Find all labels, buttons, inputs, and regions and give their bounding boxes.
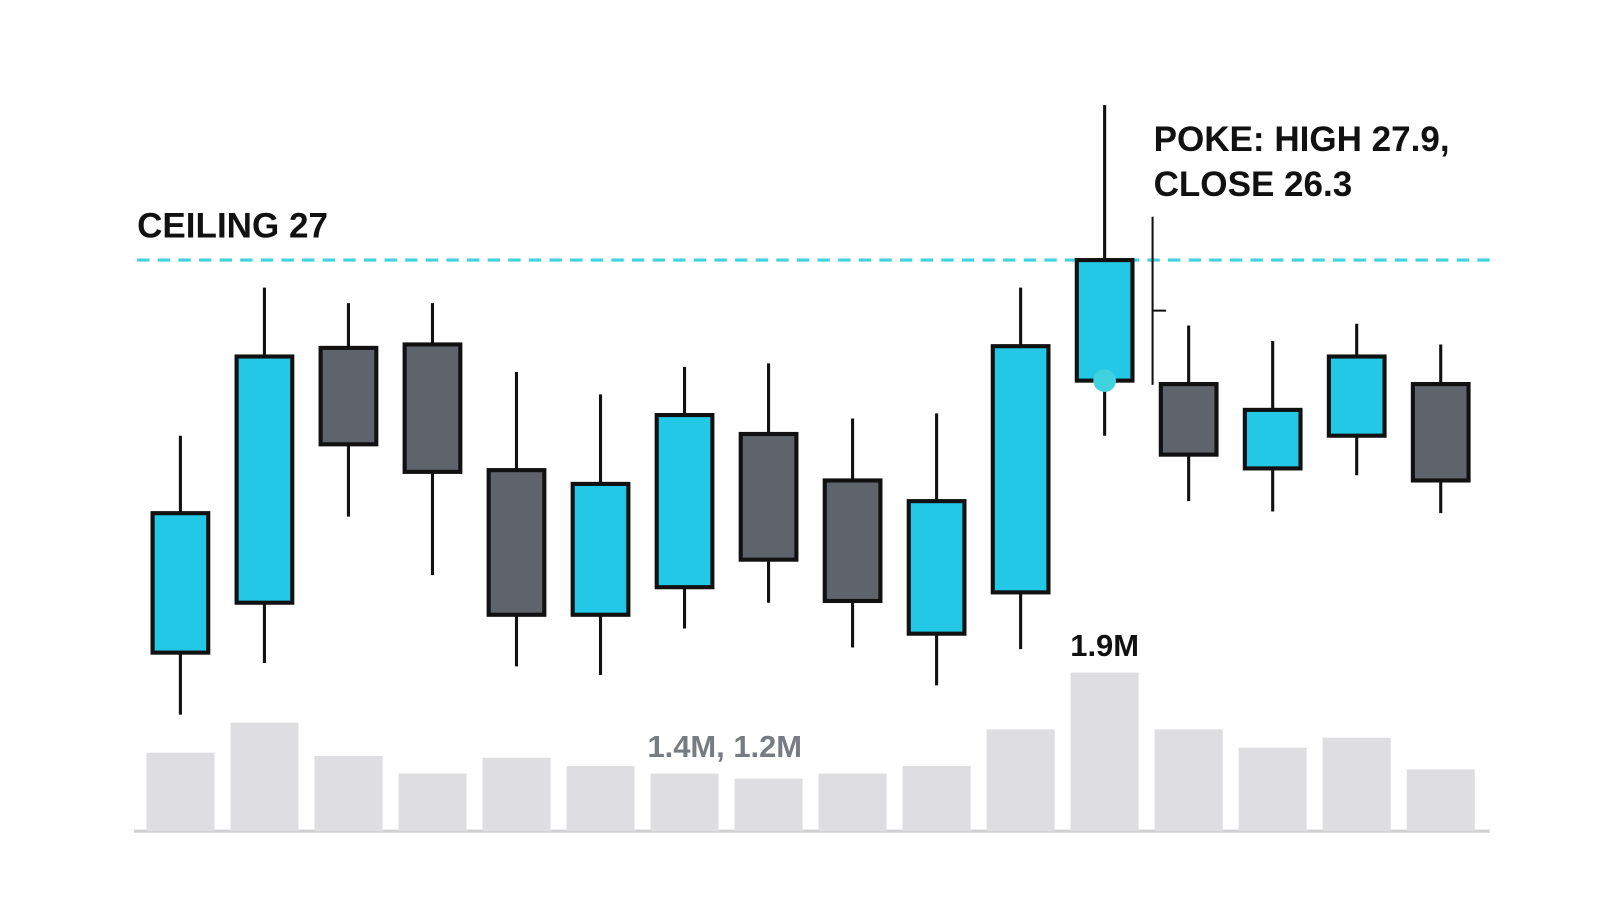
candle-body: [1410, 381, 1471, 483]
candle-body: [738, 431, 799, 562]
volume-bar: [650, 773, 719, 832]
volume-bar: [986, 729, 1055, 832]
candle-body: [234, 354, 295, 605]
volume-bar: [314, 756, 383, 832]
ceiling-label: CEILING 27: [137, 206, 328, 245]
candle-body: [402, 342, 463, 474]
candle-body: [1326, 354, 1387, 438]
candle-body: [1158, 381, 1219, 457]
volume-bar: [1322, 737, 1391, 832]
volume-bar: [146, 752, 215, 832]
candle-body: [486, 468, 547, 617]
candle-body: [318, 345, 379, 447]
annotation-bracket: [1151, 216, 1166, 385]
volume-bar: [1238, 747, 1307, 832]
annotation-line: CLOSE 26.3: [1154, 165, 1353, 204]
candle-body: [1074, 258, 1135, 383]
annotation-line: POKE: HIGH 27.9,: [1154, 120, 1450, 159]
candle-body: [906, 499, 967, 636]
volume-bar: [1406, 769, 1475, 832]
candle-body: [822, 478, 883, 604]
volume-bar: [398, 773, 467, 832]
volume-bar: [734, 778, 803, 832]
volume-bar: [482, 757, 551, 832]
close-marker: [1093, 369, 1116, 392]
candle-body: [570, 481, 631, 617]
volume-bar: [230, 722, 299, 832]
volume-label: 1.9M: [1070, 628, 1139, 663]
volume-bar: [566, 766, 635, 832]
volume-note: 1.4M, 1.2M: [647, 729, 802, 764]
candle-body: [1242, 407, 1303, 471]
volume-bar: [902, 766, 971, 832]
candle-body: [654, 412, 715, 590]
candle-body: [990, 344, 1051, 595]
volume-bar: [1070, 672, 1139, 832]
volume-bar: [1154, 729, 1223, 832]
candle-body: [150, 511, 211, 655]
volume-bar: [818, 773, 887, 832]
